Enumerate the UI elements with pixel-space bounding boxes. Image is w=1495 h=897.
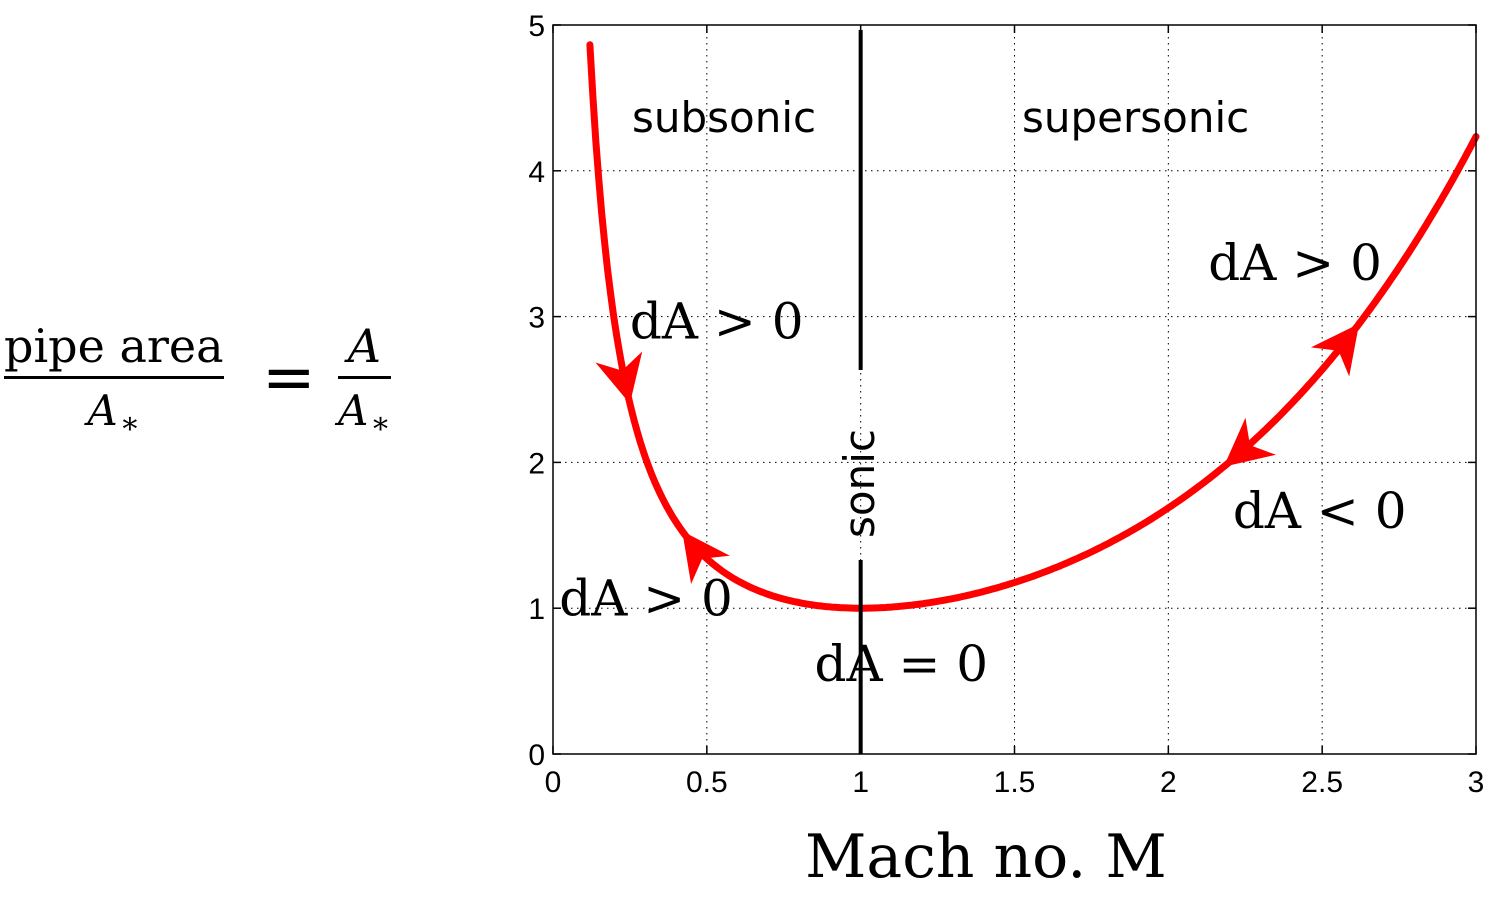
y-tick-label: 5 (528, 10, 545, 43)
annotations: dA > 0 dA > 0 dA = 0 dA > 0 dA < 0 (559, 234, 1406, 693)
sonic-label: sonic (835, 429, 884, 538)
rhs-fraction: A A∗ (338, 318, 391, 452)
rhs-fraction-bar (338, 376, 391, 379)
rhs-denominator-subscript: ∗ (370, 406, 391, 441)
y-tick-label: 3 (528, 302, 545, 335)
x-tick-label: 2.5 (1301, 766, 1343, 799)
x-tick-label: 2 (1160, 766, 1177, 799)
direction-arrow (1223, 417, 1277, 467)
rhs-denominator-symbol: A (338, 386, 369, 435)
lhs-denominator: A∗ (87, 383, 140, 452)
region-labels: subsonic supersonic sonic (632, 93, 1249, 538)
x-tick-label: 0.5 (686, 766, 728, 799)
supersonic-label: supersonic (1022, 93, 1249, 142)
lhs-numerator: pipe area (4, 319, 224, 373)
direction-arrow (682, 531, 730, 585)
annotation-label: dA = 0 (815, 635, 989, 693)
rhs-numerator: A (347, 319, 381, 373)
x-tick-label: 1 (852, 766, 869, 799)
y-tick-label: 0 (528, 739, 545, 772)
plot-frame (552, 24, 1477, 755)
x-axis-label: Mach no. M (805, 822, 1167, 892)
y-tick-label: 4 (528, 156, 545, 189)
curve-layer (586, 30, 1480, 754)
x-tick-label: 0 (545, 766, 562, 799)
annotation-label: dA > 0 (1208, 234, 1382, 292)
y-tick-label: 1 (528, 593, 545, 626)
area-ratio-curve (586, 41, 1480, 612)
annotation-label: dA > 0 (630, 293, 804, 351)
rhs-denominator: A∗ (338, 383, 391, 452)
direction-arrow (1310, 323, 1360, 377)
y-axis-label: pipe area A∗ = A A∗ (0, 318, 420, 468)
lhs-fraction-bar (4, 376, 224, 379)
annotation-label: dA > 0 (559, 570, 733, 628)
y-tick-label: 2 (528, 447, 545, 480)
direction-arrow (595, 351, 643, 404)
axis-ticks: 0 0.5 1 1.5 2 2.5 3 0 1 2 3 4 5 (528, 10, 1484, 799)
equals-sign: = (262, 341, 316, 415)
subsonic-label: subsonic (632, 93, 816, 142)
x-tick-label: 1.5 (994, 766, 1036, 799)
lhs-denominator-symbol: A (87, 386, 118, 435)
x-tick-label: 3 (1468, 766, 1485, 799)
lhs-fraction: pipe area A∗ (4, 318, 224, 452)
annotation-label: dA < 0 (1233, 482, 1407, 540)
lhs-denominator-subscript: ∗ (119, 406, 141, 441)
